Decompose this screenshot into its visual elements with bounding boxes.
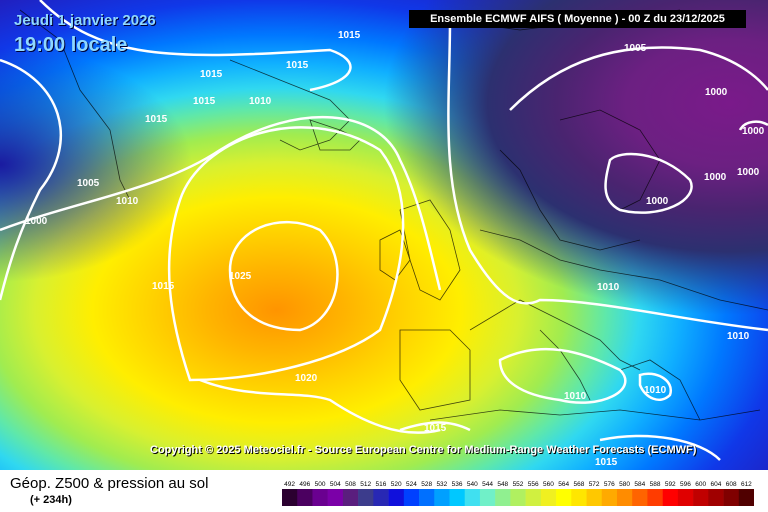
scale-swatch [327, 489, 344, 506]
scale-tick-label: 588 [650, 481, 661, 488]
scale-tick-label: 496 [299, 481, 310, 488]
scale-tick-label: 500 [315, 481, 326, 488]
copyright-notice: Copyright © 2025 Meteociel.fr - Source E… [150, 444, 697, 456]
scale-tick-label: 548 [497, 481, 508, 488]
scale-tick-label: 520 [391, 481, 402, 488]
scale-swatch [297, 489, 313, 506]
scale-swatch [388, 489, 405, 506]
scale-swatch [647, 489, 663, 506]
scale-swatch [373, 489, 389, 506]
isobar-label: 1000 [742, 126, 765, 137]
isobar-label: 1015 [595, 457, 618, 468]
isobar-lines [0, 0, 768, 460]
isobar-label: 1015 [145, 114, 168, 125]
scale-swatch [616, 489, 633, 506]
scale-swatch [510, 489, 526, 506]
scale-tick-label: 568 [573, 481, 584, 488]
scale-swatch [571, 489, 587, 506]
scale-swatch [540, 489, 557, 506]
scale-tick-label: 608 [726, 481, 737, 488]
scale-swatch [738, 489, 754, 506]
scale-tick-label: 492 [284, 481, 295, 488]
scale-swatch [601, 489, 618, 506]
scale-swatch [434, 489, 450, 506]
color-scale: 492 496 500 504 508 512 516 520 524 528 532 536 540 5… [282, 481, 754, 506]
scale-swatch [662, 489, 679, 506]
scale-swatch [358, 489, 374, 506]
scale-tick-label: 544 [482, 481, 493, 488]
scale-tick-label: 528 [421, 481, 432, 488]
isobar-label: 1000 [737, 167, 760, 178]
scale-swatch [464, 489, 481, 506]
isobar-label: 1005 [624, 43, 647, 54]
scale-tick-label: 572 [589, 481, 600, 488]
isobar-label: 1015 [338, 30, 361, 41]
scale-swatch [312, 489, 328, 506]
isobar-label: 1000 [25, 216, 48, 227]
scale-swatch [449, 489, 466, 506]
scale-tick-label: 516 [376, 481, 387, 488]
isobar-label: 1000 [705, 87, 728, 98]
forecast-time: 19:00 locale [14, 34, 128, 56]
isobar-label: 1000 [704, 172, 727, 183]
scale-tick-label: 536 [452, 481, 463, 488]
scale-tick-label: 564 [558, 481, 569, 488]
scale-tick-label: 556 [528, 481, 539, 488]
isobar-label: 1010 [644, 385, 667, 396]
scale-tick-label: 524 [406, 481, 417, 488]
isobar-labels: 1015 1015 1015 1015 1010 1015 1005 1010 … [25, 30, 765, 468]
isobar-label: 1015 [152, 281, 175, 292]
scale-swatch [723, 489, 740, 506]
scale-swatch [586, 489, 603, 506]
isobar-label: 1010 [116, 196, 139, 207]
forecast-lead-time: (+ 234h) [30, 494, 72, 506]
isobar-label: 1020 [295, 373, 318, 384]
isobar-label: 1005 [77, 178, 100, 189]
scale-swatch [479, 489, 496, 506]
legend-title: Géop. Z500 & pression au sol [10, 475, 209, 492]
scale-tick-label: 596 [680, 481, 691, 488]
model-run-label: Ensemble ECMWF AIFS ( Moyenne ) - 00 Z d… [409, 10, 746, 28]
scale-tick-label: 612 [741, 481, 752, 488]
scale-tick-label: 504 [330, 481, 341, 488]
scale-swatch [282, 489, 298, 506]
isobar-label: 1015 [193, 96, 216, 107]
scale-swatch [556, 489, 572, 506]
scale-tick-label: 576 [604, 481, 615, 488]
isobar-label: 1025 [229, 271, 252, 282]
isobar-label: 1010 [564, 391, 587, 402]
scale-tick-label: 592 [665, 481, 676, 488]
scale-tick-label: 552 [513, 481, 524, 488]
isobar-label: 1010 [249, 96, 272, 107]
isobar-label: 1015 [200, 69, 223, 80]
legend-footer: Géop. Z500 & pression au sol (+ 234h) 49… [0, 470, 768, 512]
scale-tick-label: 560 [543, 481, 554, 488]
scale-swatch [525, 489, 542, 506]
isobar-label: 1015 [424, 423, 447, 434]
scale-tick-label: 508 [345, 481, 356, 488]
scale-tick-label: 584 [634, 481, 645, 488]
isobar-label: 1015 [286, 60, 309, 71]
scale-swatch [342, 489, 359, 506]
scale-swatch [677, 489, 694, 506]
geopotential-map: 1015 1015 1015 1015 1010 1015 1005 1010 … [0, 0, 768, 470]
scale-tick-label: 604 [711, 481, 722, 488]
scale-swatch [419, 489, 435, 506]
scale-swatch [403, 489, 420, 506]
isobar-label: 1010 [727, 331, 750, 342]
scale-tick-label: 532 [436, 481, 447, 488]
scale-swatch [708, 489, 724, 506]
scale-tick-label: 580 [619, 481, 630, 488]
isobar-label: 1010 [597, 282, 620, 293]
forecast-date: Jeudi 1 janvier 2026 [14, 12, 156, 29]
scale-tick-label: 600 [695, 481, 706, 488]
west-low-field [0, 0, 768, 470]
scale-swatch [495, 489, 511, 506]
scale-swatch [632, 489, 648, 506]
scale-tick-label: 512 [360, 481, 371, 488]
isobar-label: 1000 [646, 196, 669, 207]
scale-tick-label: 540 [467, 481, 478, 488]
scale-swatch [693, 489, 709, 506]
